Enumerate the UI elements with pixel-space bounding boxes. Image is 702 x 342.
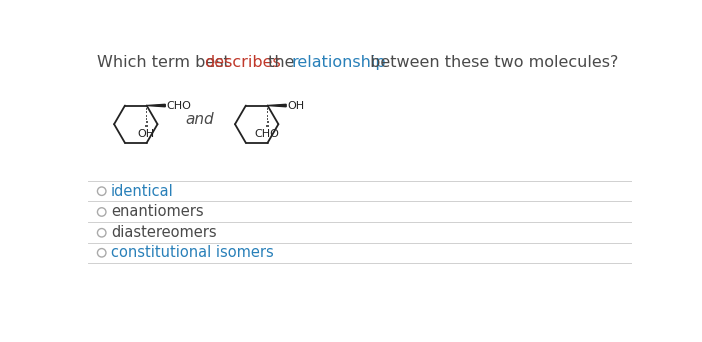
Text: OH: OH [287, 101, 304, 110]
Text: constitutional isomers: constitutional isomers [111, 245, 274, 260]
Text: enantiomers: enantiomers [111, 205, 204, 220]
Text: relationship: relationship [292, 55, 386, 70]
Text: and: and [186, 112, 214, 127]
Text: CHO: CHO [254, 129, 279, 139]
Text: OH: OH [138, 129, 154, 139]
Polygon shape [267, 104, 286, 107]
Text: CHO: CHO [166, 101, 191, 110]
Text: describes: describes [204, 55, 281, 70]
Text: the: the [263, 55, 300, 70]
Text: between these two molecules?: between these two molecules? [365, 55, 618, 70]
Text: Which term best: Which term best [97, 55, 235, 70]
Text: diastereomers: diastereomers [111, 225, 217, 240]
Text: identical: identical [111, 184, 174, 199]
Polygon shape [147, 104, 165, 107]
